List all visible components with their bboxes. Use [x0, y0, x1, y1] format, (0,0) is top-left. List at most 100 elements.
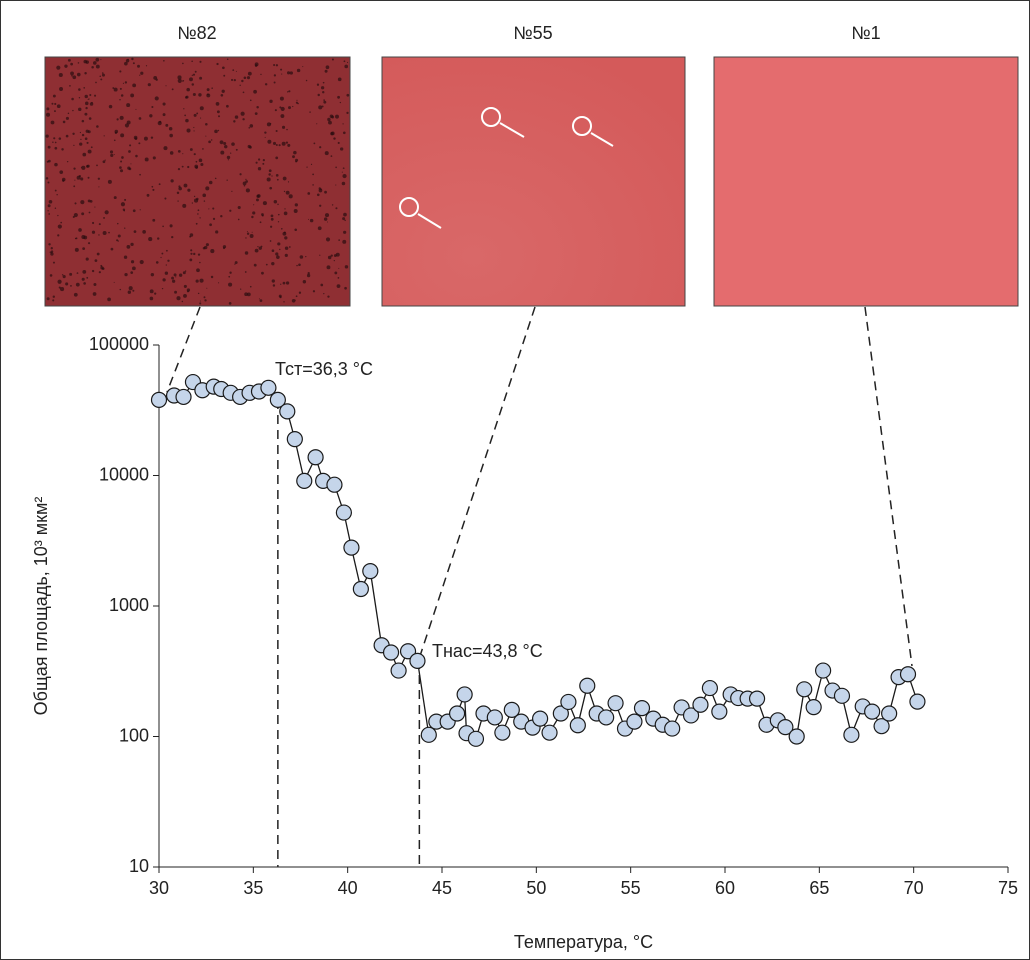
speck	[87, 242, 91, 245]
speck	[214, 129, 218, 134]
speck	[91, 230, 96, 234]
speck	[124, 123, 130, 128]
speck	[178, 273, 183, 277]
speck	[243, 184, 246, 187]
speck	[46, 160, 49, 163]
speck	[116, 118, 119, 121]
speck	[333, 259, 335, 262]
speck	[192, 73, 196, 76]
speck	[50, 250, 54, 253]
speck	[195, 160, 198, 163]
x-tick-label: 60	[715, 878, 735, 898]
speck	[331, 115, 335, 119]
speck	[119, 70, 122, 73]
speck	[338, 267, 340, 269]
speck	[307, 218, 310, 220]
speck	[161, 252, 164, 255]
speck	[233, 120, 236, 123]
speck	[162, 113, 166, 117]
speck	[85, 257, 89, 261]
speck	[78, 97, 81, 99]
speck	[319, 146, 322, 149]
speck	[298, 291, 302, 294]
speck	[54, 189, 57, 192]
speck	[189, 77, 193, 82]
speck	[203, 200, 206, 202]
speck	[271, 261, 275, 266]
speck	[335, 184, 337, 186]
speck	[271, 279, 275, 283]
speck	[65, 134, 69, 138]
speck	[62, 275, 66, 279]
specks	[45, 57, 350, 305]
speck	[317, 226, 322, 231]
speck	[95, 64, 100, 69]
speck	[71, 74, 73, 77]
data-point	[909, 693, 926, 710]
speck	[309, 218, 314, 223]
speck	[142, 230, 146, 234]
data-point	[352, 580, 369, 598]
speck	[181, 300, 184, 303]
speck	[254, 112, 258, 116]
speck	[205, 122, 208, 126]
speck	[257, 245, 259, 248]
speck	[220, 150, 225, 155]
speck	[205, 243, 209, 247]
speck	[299, 255, 304, 259]
speck	[280, 227, 283, 230]
speck	[47, 204, 51, 208]
speck	[79, 131, 82, 134]
speck	[160, 256, 162, 259]
speck	[51, 102, 54, 105]
speck	[177, 75, 182, 80]
speck	[330, 155, 333, 158]
speck	[235, 70, 237, 72]
speck	[193, 130, 195, 132]
speck	[196, 112, 199, 115]
speck	[56, 104, 61, 109]
speck	[95, 81, 97, 84]
speck	[268, 169, 272, 173]
speck	[281, 141, 286, 146]
speck	[155, 78, 158, 81]
y-axis-label: Общая площадь, 10³ мкм²	[31, 497, 51, 716]
speck	[54, 110, 56, 113]
data-point	[486, 709, 503, 726]
speck	[275, 156, 279, 160]
speck	[87, 149, 92, 154]
speck	[113, 281, 115, 283]
speck	[208, 140, 211, 144]
speck	[46, 297, 50, 301]
speck	[347, 61, 349, 64]
speck	[69, 272, 73, 276]
speck	[223, 247, 225, 250]
speck	[242, 118, 245, 121]
speck	[108, 231, 110, 234]
speck	[270, 217, 274, 221]
speck	[168, 126, 173, 131]
speck	[162, 225, 164, 228]
speck	[183, 294, 187, 298]
speck	[130, 260, 135, 264]
speck	[288, 194, 293, 199]
speck	[103, 135, 105, 137]
speck	[223, 74, 226, 77]
speck	[193, 195, 196, 198]
speck	[275, 252, 279, 256]
speck	[273, 200, 278, 204]
speck	[177, 200, 179, 202]
speck	[218, 115, 221, 118]
speck	[310, 163, 313, 165]
speck	[50, 120, 55, 125]
speck	[197, 253, 201, 256]
speck	[58, 72, 63, 78]
y-tick-label: 1000	[109, 595, 149, 615]
speck	[296, 264, 298, 267]
data-point	[420, 726, 437, 743]
speck	[93, 282, 97, 286]
speck	[107, 297, 111, 302]
speck	[165, 123, 169, 127]
speck	[327, 117, 331, 122]
speck	[202, 148, 204, 150]
